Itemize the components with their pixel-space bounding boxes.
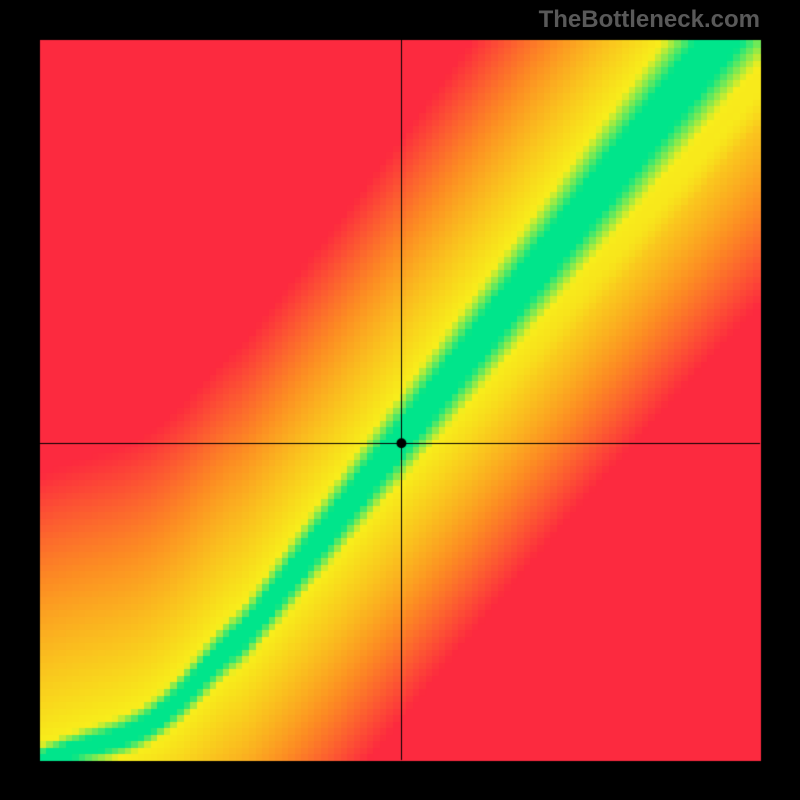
- bottleneck-heatmap: [0, 0, 800, 800]
- attribution-text: TheBottleneck.com: [539, 6, 760, 34]
